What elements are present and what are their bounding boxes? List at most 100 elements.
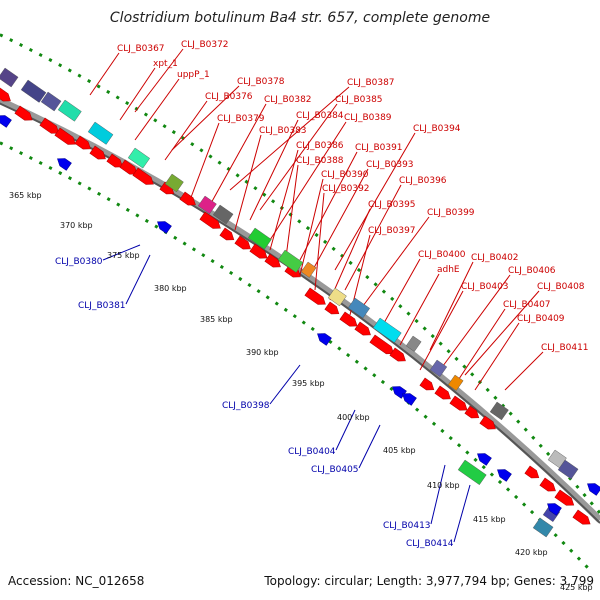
feature-box[interactable] [429, 359, 448, 377]
gene-label-forward[interactable]: CLJ_B0389 [344, 113, 392, 123]
gene-label-forward[interactable]: CLJ_B0393 [366, 160, 414, 170]
gene-label-reverse[interactable]: CLJ_B0413 [383, 521, 431, 531]
cds-arrow-reverse[interactable] [475, 450, 492, 466]
cds-arrow[interactable] [339, 311, 360, 330]
feature-box[interactable] [457, 459, 487, 486]
cds-arrow[interactable] [249, 243, 270, 262]
feature-box[interactable] [127, 147, 151, 169]
gene-label-forward[interactable]: adhE [437, 265, 460, 275]
gene-label-forward[interactable]: CLJ_B0397 [368, 226, 416, 236]
feature-box[interactable] [372, 317, 402, 344]
cds-arrow[interactable] [39, 117, 62, 137]
cds-arrow[interactable] [264, 253, 283, 271]
cds-arrow-reverse[interactable] [55, 155, 72, 171]
cds-arrow-reverse[interactable] [585, 480, 600, 496]
gene-label-forward[interactable]: CLJ_B0391 [355, 143, 403, 153]
cds-arrow[interactable] [419, 377, 437, 393]
cds-arrow-reverse[interactable] [0, 112, 12, 128]
cds-arrow[interactable] [354, 321, 373, 339]
gene-label-forward[interactable]: CLJ_B0388 [296, 156, 344, 166]
feature-box[interactable] [40, 91, 62, 112]
cds-arrow[interactable] [0, 87, 13, 105]
gene-label-forward[interactable]: CLJ_B0379 [217, 114, 265, 124]
cds-arrow[interactable] [54, 127, 78, 148]
gene-label-reverse[interactable]: CLJ_B0405 [311, 465, 359, 475]
feature-box[interactable] [347, 297, 371, 319]
gene-label-forward[interactable]: CLJ_B0408 [537, 282, 585, 292]
gene-label-forward[interactable]: CLJ_B0378 [237, 77, 285, 87]
gene-label-forward[interactable]: CLJ_B0411 [541, 343, 589, 353]
feature-box[interactable] [212, 204, 234, 225]
cds-arrow-reverse[interactable] [155, 218, 172, 234]
gene-label-forward[interactable]: CLJ_B0367 [117, 44, 165, 54]
gene-label-reverse[interactable]: CLJ_B0398 [222, 401, 270, 411]
feature-box[interactable] [405, 335, 422, 352]
cds-arrow[interactable] [199, 211, 223, 232]
feature-box[interactable] [489, 401, 509, 421]
gene-label-forward[interactable]: uppP_1 [177, 70, 210, 80]
gene-label-forward[interactable]: CLJ_B0400 [418, 250, 466, 260]
gene-label-forward[interactable]: CLJ_B0394 [413, 124, 461, 134]
feature-box[interactable] [447, 374, 464, 391]
cds-arrow-reverse[interactable] [400, 390, 417, 406]
cds-arrow[interactable] [106, 153, 125, 171]
cds-arrow[interactable] [14, 105, 35, 124]
cds-arrow[interactable] [304, 287, 328, 308]
feature-box[interactable] [327, 287, 347, 307]
gene-label-forward[interactable]: CLJ_B0382 [264, 95, 312, 105]
gene-label-forward[interactable]: CLJ_B0386 [296, 141, 344, 151]
feature-box[interactable] [57, 99, 82, 122]
gene-label-reverse[interactable]: CLJ_B0404 [288, 447, 336, 457]
gene-label-forward[interactable]: CLJ_B0399 [427, 208, 475, 218]
feature-box[interactable] [247, 227, 272, 250]
cds-arrow[interactable] [219, 227, 237, 243]
gene-label-reverse[interactable]: CLJ_B0414 [406, 539, 454, 549]
cds-arrow-reverse[interactable] [315, 330, 332, 346]
gene-label-forward[interactable]: CLJ_B0406 [508, 266, 556, 276]
gene-label-forward[interactable]: CLJ_B0385 [335, 95, 383, 105]
gene-label-forward[interactable]: CLJ_B0376 [205, 92, 253, 102]
gene-label-forward[interactable]: CLJ_B0396 [399, 176, 447, 186]
gene-label-forward[interactable]: CLJ_B0372 [181, 40, 229, 50]
cds-arrow[interactable] [464, 405, 482, 421]
gene-label-forward[interactable]: CLJ_B0403 [461, 282, 509, 292]
cds-arrow[interactable] [234, 235, 253, 253]
cds-arrow[interactable] [449, 395, 470, 414]
gene-label-forward[interactable]: CLJ_B0384 [296, 111, 344, 121]
gene-label-forward[interactable]: xpt_1 [153, 59, 178, 69]
cds-arrow[interactable] [369, 334, 396, 357]
cds-arrow[interactable] [524, 465, 542, 481]
cds-arrow-reverse[interactable] [545, 500, 562, 516]
cds-arrow-reverse[interactable] [495, 466, 512, 482]
cds-arrow[interactable] [572, 509, 593, 528]
feature-box[interactable] [300, 261, 317, 278]
gene-label-forward[interactable]: CLJ_B0383 [259, 126, 307, 136]
feature-box[interactable] [277, 249, 304, 273]
gene-label-reverse[interactable]: CLJ_B0381 [78, 301, 126, 311]
gene-label-forward[interactable]: CLJ_B0409 [517, 314, 565, 324]
feature-box[interactable] [20, 79, 47, 103]
cds-arrow[interactable] [89, 145, 108, 163]
cds-arrow[interactable] [179, 191, 198, 209]
feature-box[interactable] [557, 459, 579, 480]
gene-label-forward[interactable]: CLJ_B0395 [368, 200, 416, 210]
cds-arrow[interactable] [324, 301, 342, 317]
feature-box[interactable] [0, 67, 19, 88]
gene-label-forward[interactable]: CLJ_B0390 [321, 170, 369, 180]
gene-label-forward[interactable]: CLJ_B0392 [322, 184, 370, 194]
cds-arrow[interactable] [554, 489, 577, 509]
feature-box[interactable] [532, 517, 554, 538]
cds-arrow[interactable] [389, 347, 408, 365]
cds-arrow[interactable] [74, 135, 93, 153]
gene-label-reverse[interactable]: CLJ_B0380 [55, 257, 103, 267]
feature-box[interactable] [197, 195, 217, 215]
gene-label-forward[interactable]: CLJ_B0407 [503, 300, 551, 310]
gene-label-forward[interactable]: CLJ_B0387 [347, 78, 395, 88]
gene-label-forward[interactable]: CLJ_B0402 [471, 253, 519, 263]
cds-arrow[interactable] [539, 477, 558, 495]
cds-arrow[interactable] [479, 415, 498, 433]
feature-box[interactable] [87, 121, 114, 145]
cds-arrow[interactable] [434, 385, 453, 403]
cds-arrow[interactable] [132, 167, 156, 188]
feature-box[interactable] [164, 173, 184, 193]
